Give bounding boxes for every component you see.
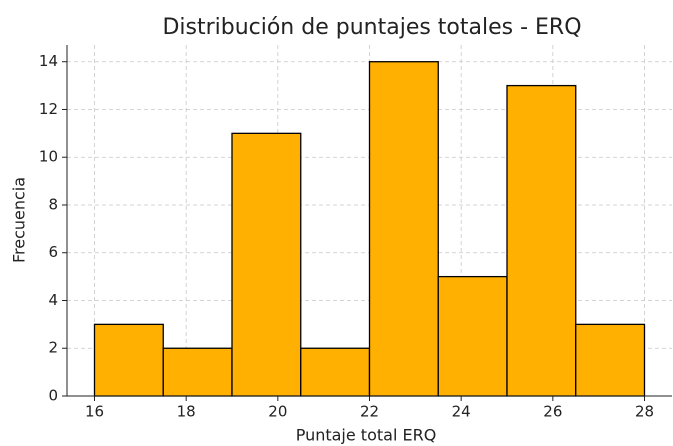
y-tick-label: 8 xyxy=(48,195,58,213)
x-tick-label: 24 xyxy=(452,403,471,421)
x-tick-label: 20 xyxy=(268,403,287,421)
y-tick-label: 4 xyxy=(48,291,58,309)
y-tick-label: 10 xyxy=(39,148,58,166)
chart-title: Distribución de puntajes totales - ERQ xyxy=(162,15,581,40)
x-tick-label: 26 xyxy=(543,403,562,421)
bar xyxy=(93,323,164,397)
bar xyxy=(506,84,577,397)
y-tick-label: 14 xyxy=(39,52,58,70)
bar xyxy=(437,275,508,397)
x-tick-label: 28 xyxy=(635,403,654,421)
x-tick-label: 18 xyxy=(177,403,196,421)
bar xyxy=(575,323,646,397)
bar xyxy=(162,347,233,397)
x-axis-label: Puntaje total ERQ xyxy=(296,426,437,445)
axes-frame xyxy=(66,45,672,397)
y-tick-label: 2 xyxy=(48,339,58,357)
bar xyxy=(231,132,302,397)
y-tick-label: 0 xyxy=(48,387,58,405)
x-tick-label: 22 xyxy=(360,403,379,421)
x-tick-label: 16 xyxy=(85,403,104,421)
bar xyxy=(368,61,439,397)
bar xyxy=(300,347,371,397)
y-axis-label: Frecuencia xyxy=(10,177,29,263)
y-tick-label: 12 xyxy=(39,100,58,118)
y-tick-label: 6 xyxy=(48,243,58,261)
